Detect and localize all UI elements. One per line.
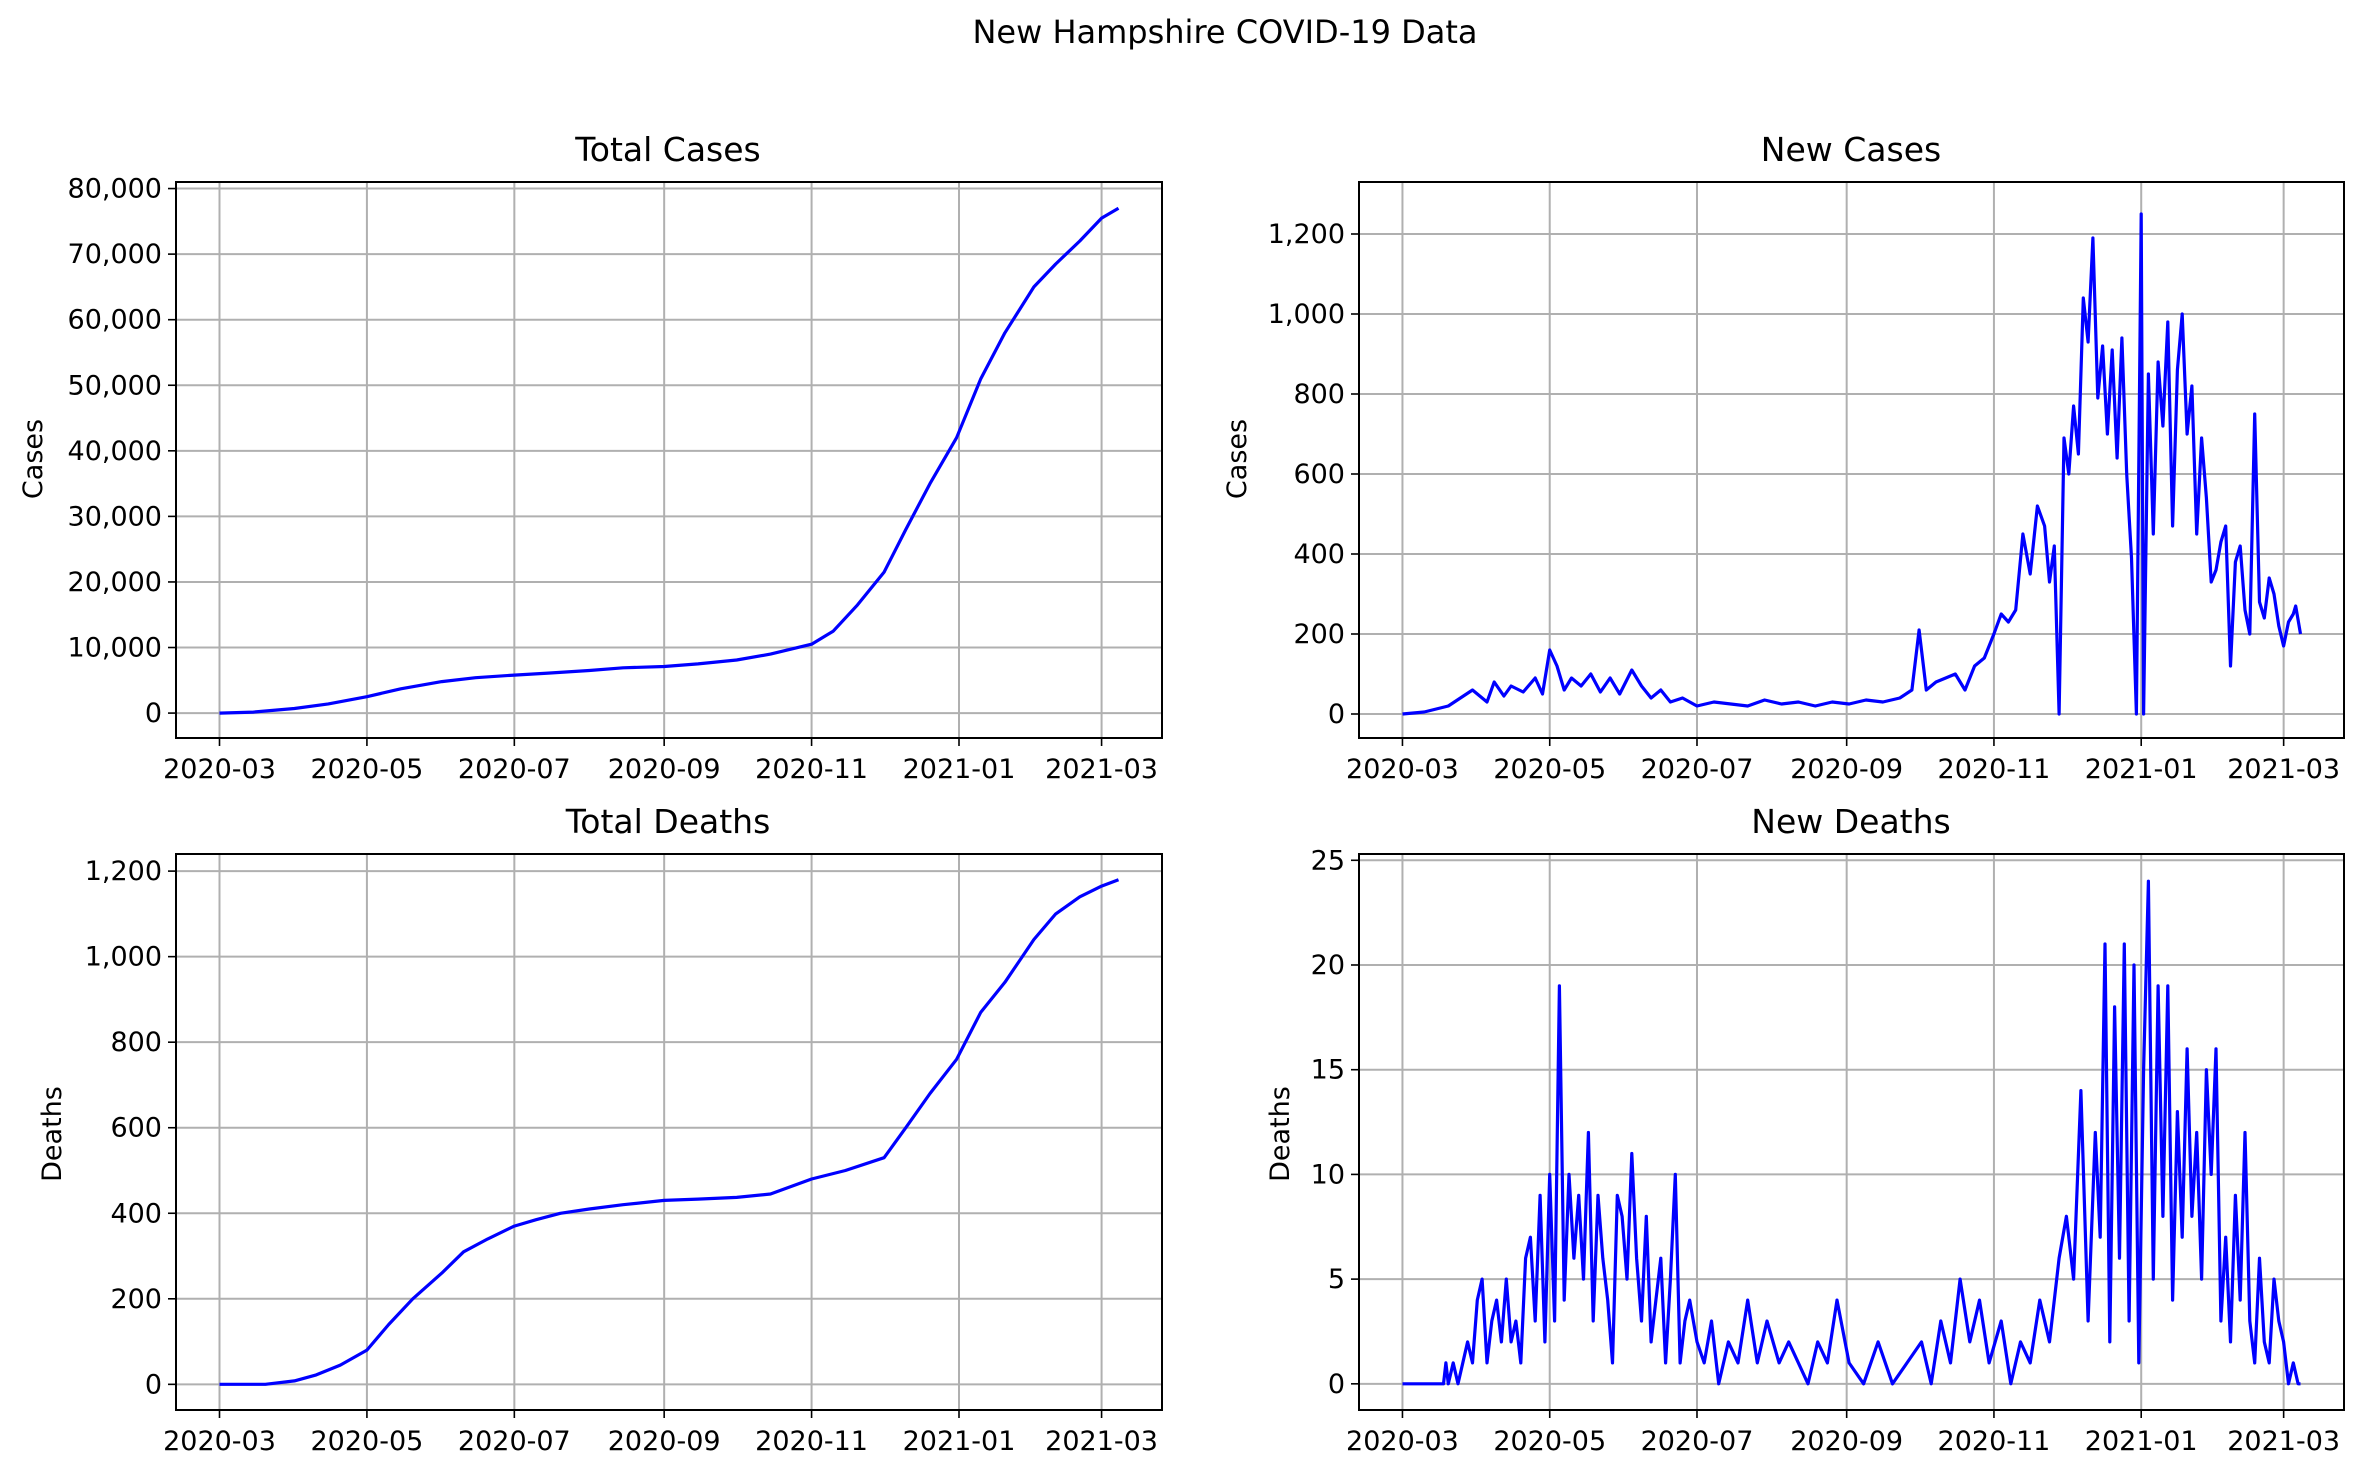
x-tick-label: 2020-09 xyxy=(608,1426,721,1457)
y-tick-label: 80,000 xyxy=(68,174,162,205)
x-tick-label: 2020-11 xyxy=(1938,1426,2051,1457)
y-tick-label: 1,200 xyxy=(85,856,162,887)
chart-title: Total Deaths xyxy=(565,802,771,841)
series-line xyxy=(219,206,1120,715)
x-tick-label: 2021-03 xyxy=(1045,754,1158,785)
y-tick-label: 0 xyxy=(145,698,162,729)
y-tick-label: 0 xyxy=(145,1369,162,1400)
x-tick-label: 2021-01 xyxy=(903,754,1016,785)
axes-frame xyxy=(175,181,1163,739)
y-tick-label: 10 xyxy=(1311,1159,1345,1190)
x-tick-label: 2020-09 xyxy=(608,754,721,785)
x-tick-label: 2021-01 xyxy=(2085,754,2198,785)
x-tick-label: 2020-05 xyxy=(311,1426,424,1457)
x-tick-label: 2021-03 xyxy=(2227,754,2340,785)
axes-frame xyxy=(175,853,1163,1411)
panel-new-cases: New Cases Cases 2020-03 2020-05 2020-07 202… xyxy=(1222,130,2345,785)
y-tick-label: 25 xyxy=(1311,845,1345,876)
y-tick-label: 0 xyxy=(1328,1369,1345,1400)
x-tick-label: 2020-11 xyxy=(1938,754,2051,785)
panel-total-cases: Total Cases Cases 2020-03 2020-05 2020-07 2… xyxy=(18,130,1163,785)
y-axis-label: Cases xyxy=(18,419,49,499)
axes-frame xyxy=(1358,181,2345,739)
y-tick-label: 5 xyxy=(1328,1264,1345,1295)
x-tick-label: 2020-05 xyxy=(1493,1426,1606,1457)
x-tick-label: 2020-03 xyxy=(163,1426,276,1457)
chart-title: New Cases xyxy=(1761,130,1941,169)
y-tick-label: 60,000 xyxy=(68,305,162,336)
x-tick-label: 2020-07 xyxy=(458,1426,571,1457)
x-tick-label: 2020-03 xyxy=(163,754,276,785)
y-tick-label: 40,000 xyxy=(68,436,162,467)
x-tick-label: 2021-03 xyxy=(1045,1426,1158,1457)
x-tick-label: 2020-07 xyxy=(1641,754,1754,785)
x-tick-label: 2020-09 xyxy=(1790,754,1903,785)
y-tick-label: 70,000 xyxy=(68,239,162,270)
y-axis-label: Cases xyxy=(1222,419,1253,499)
chart-title: Total Cases xyxy=(574,130,761,169)
x-tick-label: 2020-11 xyxy=(755,1426,868,1457)
y-tick-label: 15 xyxy=(1311,1055,1345,1086)
y-tick-label: 400 xyxy=(110,1198,162,1229)
y-axis-label: Deaths xyxy=(1265,1086,1296,1182)
y-tick-label: 0 xyxy=(1328,699,1345,730)
y-tick-label: 20 xyxy=(1311,950,1345,981)
series-line xyxy=(1402,212,2303,716)
y-axis-label: Deaths xyxy=(37,1086,68,1182)
x-tick-label: 2021-03 xyxy=(2227,1426,2340,1457)
figure-title: New Hampshire COVID-19 Data xyxy=(972,13,1477,51)
y-tick-label: 600 xyxy=(1293,459,1345,490)
x-tick-label: 2020-07 xyxy=(458,754,571,785)
x-tick-label: 2020-09 xyxy=(1790,1426,1903,1457)
y-tick-label: 1,000 xyxy=(85,942,162,973)
x-tick-label: 2020-03 xyxy=(1346,754,1459,785)
y-tick-label: 200 xyxy=(1293,619,1345,650)
y-tick-label: 20,000 xyxy=(68,567,162,598)
series-line xyxy=(219,878,1120,1386)
x-tick-label: 2021-01 xyxy=(903,1426,1016,1457)
x-tick-label: 2020-05 xyxy=(311,754,424,785)
x-tick-label: 2020-05 xyxy=(1493,754,1606,785)
y-tick-label: 200 xyxy=(110,1284,162,1315)
panel-total-deaths: Total Deaths Deaths 2020-03 2020-05 2020-0… xyxy=(37,802,1163,1457)
series-line xyxy=(1402,879,2301,1386)
panel-new-deaths: New Deaths Deaths 2020-03 2020-05 2020-07 2… xyxy=(1265,802,2345,1457)
y-tick-label: 400 xyxy=(1293,539,1345,570)
x-tick-label: 2020-03 xyxy=(1346,1426,1459,1457)
y-tick-label: 600 xyxy=(110,1113,162,1144)
y-tick-label: 1,200 xyxy=(1268,219,1345,250)
y-tick-label: 800 xyxy=(1293,379,1345,410)
y-tick-label: 50,000 xyxy=(68,370,162,401)
axes-frame xyxy=(1358,853,2345,1411)
y-tick-label: 1,000 xyxy=(1268,299,1345,330)
x-tick-label: 2020-07 xyxy=(1641,1426,1754,1457)
x-tick-label: 2020-11 xyxy=(755,754,868,785)
chart-title: New Deaths xyxy=(1751,802,1950,841)
y-tick-label: 30,000 xyxy=(68,501,162,532)
y-tick-label: 10,000 xyxy=(68,633,162,664)
y-tick-label: 800 xyxy=(110,1027,162,1058)
x-tick-label: 2021-01 xyxy=(2085,1426,2198,1457)
